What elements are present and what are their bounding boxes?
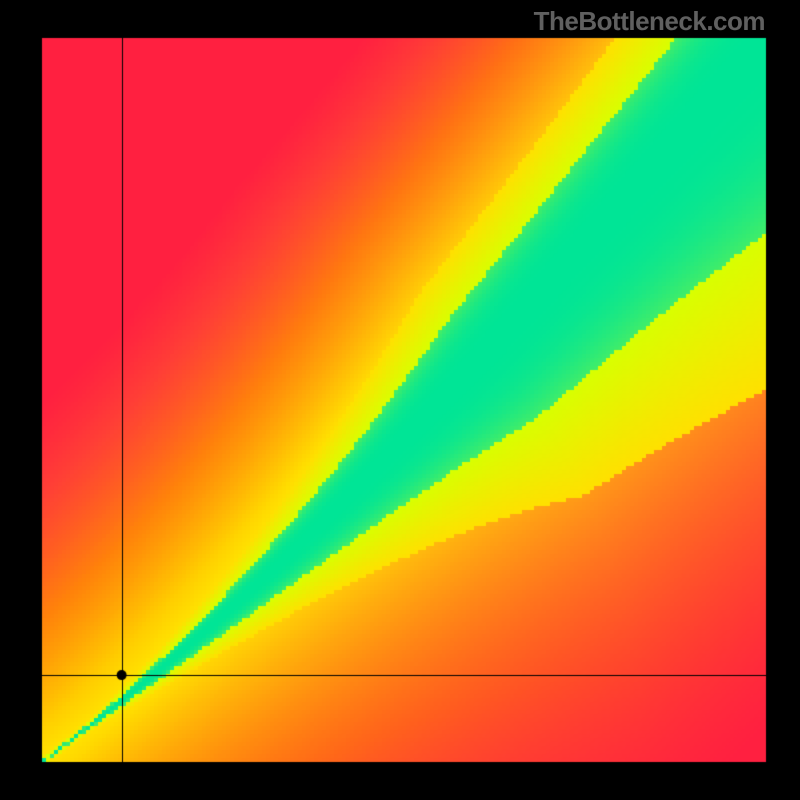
- watermark-text: TheBottleneck.com: [534, 6, 765, 37]
- chart-container: TheBottleneck.com: [0, 0, 800, 800]
- bottleneck-heatmap-canvas: [0, 0, 800, 800]
